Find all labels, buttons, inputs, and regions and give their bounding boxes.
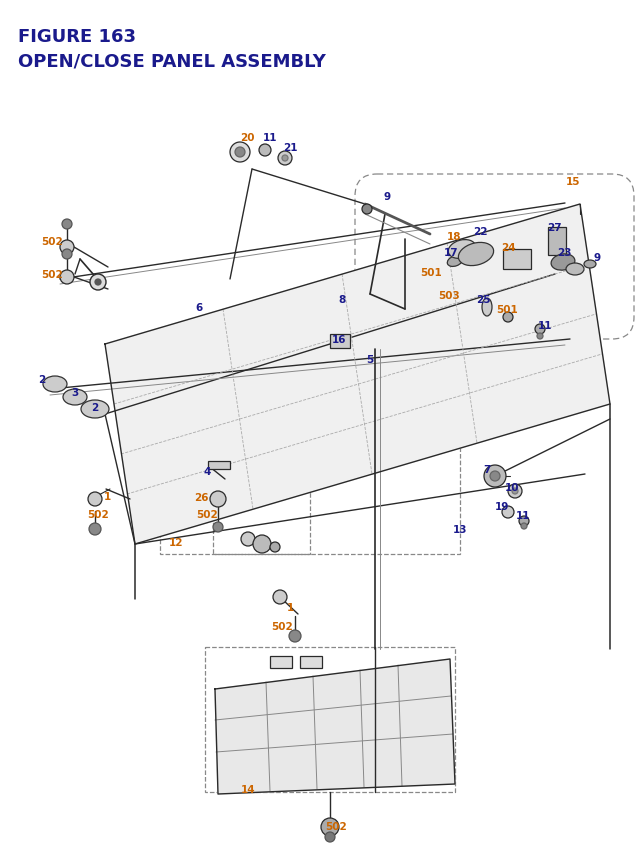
Circle shape [241,532,255,547]
Circle shape [62,250,72,260]
Text: 502: 502 [325,821,347,831]
Text: 3: 3 [72,387,79,398]
Text: 501: 501 [420,268,442,278]
Circle shape [259,145,271,157]
Circle shape [321,818,339,836]
Text: 11: 11 [516,511,531,520]
Text: 8: 8 [339,294,346,305]
Text: 18: 18 [447,232,461,242]
Ellipse shape [81,400,109,418]
Text: 14: 14 [241,784,255,794]
Circle shape [508,485,522,499]
Text: 6: 6 [195,303,203,313]
Text: FIGURE 163: FIGURE 163 [18,28,136,46]
Text: 502: 502 [196,510,218,519]
Polygon shape [105,205,610,544]
Circle shape [502,506,514,518]
Circle shape [521,523,527,530]
Bar [503,250,531,269]
Circle shape [484,466,506,487]
Text: 25: 25 [476,294,490,305]
Text: 502: 502 [41,269,63,280]
Text: 9: 9 [383,192,390,201]
Circle shape [90,275,106,291]
Bar [330,335,350,349]
Ellipse shape [447,257,463,267]
Ellipse shape [43,376,67,393]
Text: 1: 1 [104,492,111,501]
Circle shape [503,313,513,323]
Text: 502: 502 [41,237,63,247]
Text: 503: 503 [438,291,460,300]
Circle shape [210,492,226,507]
Circle shape [535,325,545,335]
Text: 9: 9 [593,253,600,263]
Circle shape [289,630,301,642]
Text: 24: 24 [500,243,515,253]
Text: 21: 21 [283,143,297,152]
Circle shape [213,523,223,532]
Text: 12: 12 [169,537,183,548]
Circle shape [270,542,280,553]
Circle shape [519,517,529,526]
Text: 502: 502 [271,622,293,631]
Circle shape [60,241,74,255]
Text: 13: 13 [452,524,467,535]
Text: 7: 7 [483,464,491,474]
Text: 16: 16 [332,335,346,344]
Text: 11: 11 [263,133,277,143]
Circle shape [235,148,245,158]
Text: 26: 26 [194,492,208,503]
Text: 11: 11 [538,320,552,331]
Text: 17: 17 [444,248,458,257]
Text: 2: 2 [92,403,99,412]
Bar [300,656,322,668]
Circle shape [88,492,102,506]
Ellipse shape [566,263,584,276]
Bar [548,228,566,256]
Circle shape [273,591,287,604]
Circle shape [362,205,372,214]
Polygon shape [215,660,455,794]
Ellipse shape [458,243,493,266]
Text: 19: 19 [495,501,509,511]
Ellipse shape [63,389,87,406]
Text: 10: 10 [505,482,519,492]
Circle shape [62,220,72,230]
Circle shape [253,536,271,554]
Ellipse shape [551,255,575,271]
Circle shape [282,156,288,162]
Bar [160,410,460,554]
Text: 502: 502 [87,510,109,519]
Text: 4: 4 [204,467,211,476]
Bar [208,461,230,469]
Text: 5: 5 [366,355,374,364]
Circle shape [230,143,250,163]
Circle shape [325,832,335,842]
Circle shape [89,523,101,536]
Bar [213,424,310,554]
Text: 27: 27 [547,223,561,232]
Text: 23: 23 [557,248,572,257]
Circle shape [537,333,543,339]
Circle shape [490,472,500,481]
Circle shape [95,280,101,286]
Ellipse shape [482,299,492,317]
Circle shape [278,152,292,166]
Bar [205,647,455,792]
Text: 20: 20 [240,133,254,143]
Text: 501: 501 [496,305,518,314]
Text: 22: 22 [473,226,487,237]
Text: 2: 2 [38,375,45,385]
Bar [270,656,292,668]
Text: 1: 1 [286,603,294,612]
Circle shape [60,270,74,285]
Text: OPEN/CLOSE PANEL ASSEMBLY: OPEN/CLOSE PANEL ASSEMBLY [18,52,326,70]
Text: 15: 15 [566,177,580,187]
Ellipse shape [448,240,476,259]
Ellipse shape [584,261,596,269]
Circle shape [512,488,518,494]
